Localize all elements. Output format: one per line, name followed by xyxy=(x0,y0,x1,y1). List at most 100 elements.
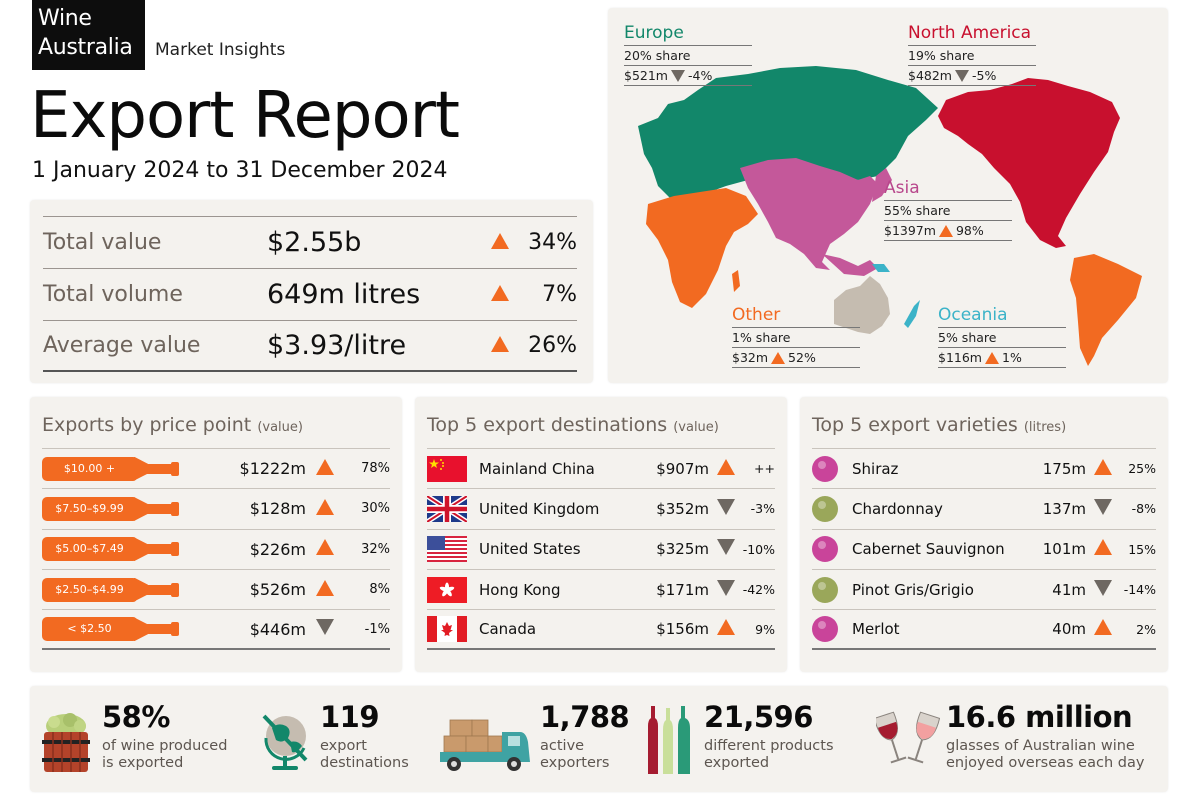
variety-name: Chardonnay xyxy=(852,499,943,518)
destination-change: 9% xyxy=(755,621,775,637)
variety-change: 2% xyxy=(1136,621,1156,637)
us-flag-icon xyxy=(427,536,467,563)
price-band: $2.50–$4.99 xyxy=(42,577,137,602)
red-grape-icon xyxy=(812,536,838,563)
stat-line-2: destinations xyxy=(320,755,409,771)
region-name: Asia xyxy=(884,177,1012,201)
trend-up-icon xyxy=(491,335,509,352)
price-band: $5.00–$7.49 xyxy=(42,537,137,562)
variety-name: Pinot Gris/Grigio xyxy=(852,580,974,599)
destination-row: Hong Kong $171m -42% xyxy=(427,570,775,611)
madagascar-shape xyxy=(732,270,740,292)
variety-change: 15% xyxy=(1128,541,1156,557)
panel-title-text: Top 5 export destinations xyxy=(427,414,668,436)
region-other: Other 1% share $32m 52% xyxy=(732,304,860,368)
trend-up-icon xyxy=(938,224,953,237)
variety-value: 101m xyxy=(1042,540,1086,559)
trend-up-icon xyxy=(985,351,999,364)
variety-row: Cabernet Sauvignon 101m 15% xyxy=(812,530,1156,570)
stat-line-2: exporters xyxy=(540,755,610,771)
trend-up-icon xyxy=(491,232,509,249)
trend-up-icon xyxy=(316,579,334,596)
price-value: $226m xyxy=(249,539,306,559)
hong-kong-flag-icon xyxy=(427,576,467,603)
trend-up-icon xyxy=(1094,539,1112,556)
stat-line-1: active xyxy=(540,738,585,754)
trend-down-icon xyxy=(717,579,735,596)
stat-glasses: 16.6 million glasses of Australian wine … xyxy=(876,686,1166,792)
destination-value: $156m xyxy=(656,620,709,639)
region-value-row: $1397m 98% xyxy=(884,221,1012,241)
panel-title: Top 5 export destinations (value) xyxy=(427,409,775,449)
stat-line-2: exported xyxy=(704,755,770,771)
price-band: $10.00 + xyxy=(42,456,137,481)
destination-country: Canada xyxy=(479,620,537,639)
stat-description: different products exported xyxy=(704,738,834,772)
variety-change: -8% xyxy=(1131,501,1156,517)
trend-up-icon xyxy=(316,498,334,515)
africa-region-shape xyxy=(646,188,758,308)
region-asia: Asia 55% share $1397m 98% xyxy=(884,177,1012,241)
red-grape-icon xyxy=(812,455,838,482)
price-change: -1% xyxy=(364,621,390,637)
wine-australia-logo: Wine Australia xyxy=(32,0,145,70)
region-share: 1% share xyxy=(732,328,860,348)
wine-bottles-icon xyxy=(648,706,690,774)
stat-value: 119 xyxy=(320,700,380,734)
page-title: Export Report xyxy=(30,79,460,153)
trend-up-icon xyxy=(717,458,735,475)
canada-flag-icon xyxy=(427,616,467,643)
stat-line-1: glasses of Australian wine xyxy=(946,738,1135,754)
region-share: 20% share xyxy=(624,46,752,66)
region-name: North America xyxy=(908,22,1036,46)
variety-value: 40m xyxy=(1052,620,1086,639)
trend-up-icon xyxy=(1094,458,1112,475)
white-grape-icon xyxy=(812,576,838,603)
trend-up-icon xyxy=(316,458,334,475)
key-stats-panel: 58% of wine produced is exported 119 exp… xyxy=(30,686,1168,792)
price-band: $7.50–$9.99 xyxy=(42,496,137,521)
trend-down-icon xyxy=(717,498,735,515)
trend-up-icon xyxy=(491,284,509,301)
destination-change: -10% xyxy=(742,541,775,557)
stat-value: 21,596 xyxy=(704,700,813,734)
variety-name: Shiraz xyxy=(852,459,899,478)
destination-value: $352m xyxy=(656,499,709,518)
region-value-row: $32m 52% xyxy=(732,348,860,368)
region-change: 1% xyxy=(1002,350,1022,365)
trend-up-icon xyxy=(1094,619,1112,636)
destination-value: $325m xyxy=(656,540,709,559)
variety-row: Shiraz 175m 25% xyxy=(812,449,1156,490)
stat-line-1: of wine produced xyxy=(102,738,228,754)
stat-description: export destinations xyxy=(320,738,409,772)
destinations-panel: Top 5 export destinations (value) Mainla… xyxy=(415,397,787,672)
wine-glasses-icon xyxy=(876,711,940,764)
world-map-panel: Europe 20% share $521m -4% North America… xyxy=(608,8,1168,383)
stat-description: active exporters xyxy=(540,738,609,772)
stat-value: 16.6 million xyxy=(946,700,1133,734)
summary-row-total-value: Total value $2.55b 34% xyxy=(43,216,577,268)
price-value: $526m xyxy=(249,580,306,600)
destination-value: $907m xyxy=(656,459,709,478)
stat-line-1: different products xyxy=(704,738,834,754)
variety-name: Merlot xyxy=(852,620,900,639)
summary-row-total-volume: Total volume 649m litres 7% xyxy=(43,268,577,320)
destination-country: United States xyxy=(479,540,581,559)
region-value: $116m xyxy=(938,350,982,365)
price-value: $446m xyxy=(249,619,306,639)
variety-value: 41m xyxy=(1052,580,1086,599)
region-change: -5% xyxy=(972,68,997,83)
panel-title-unit: (litres) xyxy=(1023,420,1067,435)
price-band: < $2.50 xyxy=(42,617,137,642)
trend-up-icon xyxy=(717,619,735,636)
asia-region-shape xyxy=(740,158,878,270)
price-change: 78% xyxy=(361,461,390,477)
panel-title: Top 5 export varieties (litres) xyxy=(812,409,1156,449)
trend-down-icon xyxy=(717,539,735,556)
panel-title: Exports by price point (value) xyxy=(42,409,390,449)
trend-up-icon xyxy=(316,539,334,556)
price-point-row: $5.00–$7.49 $226m 32% xyxy=(42,530,390,570)
region-share: 19% share xyxy=(908,46,1036,66)
variety-row: Pinot Gris/Grigio 41m -14% xyxy=(812,570,1156,611)
world-map xyxy=(638,66,1142,366)
